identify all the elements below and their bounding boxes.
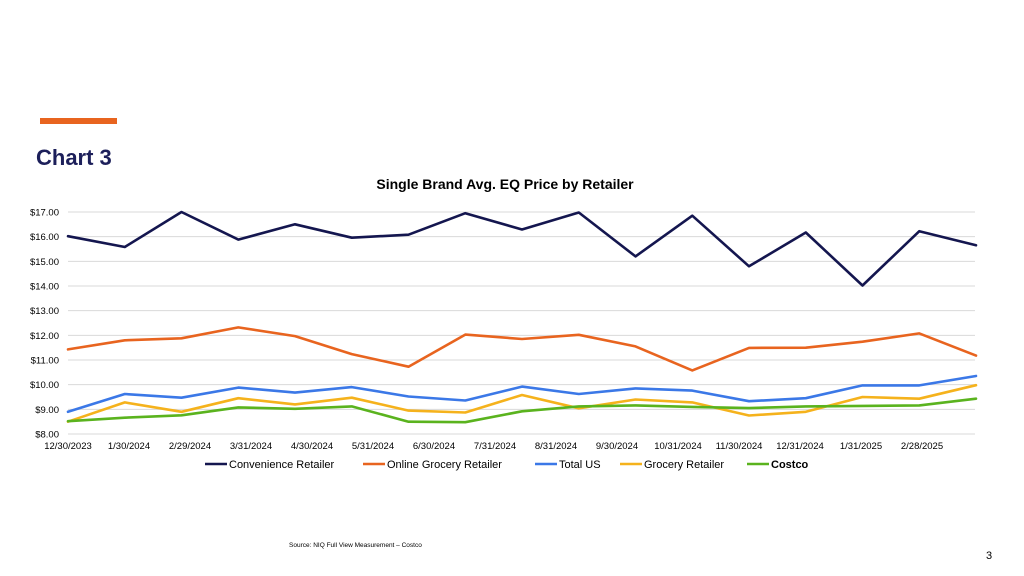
- price-line-chart: Single Brand Avg. EQ Price by Retailer $…: [30, 176, 978, 471]
- y-tick-label: $8.00: [35, 430, 59, 441]
- slide-heading: Chart 3: [36, 145, 112, 170]
- x-axis-ticks: 12/30/2023 1/30/2024 2/29/2024 3/31/2024 4/3…: [44, 441, 943, 452]
- series-line-total-us: [66, 374, 978, 414]
- x-tick-label: 12/30/2023: [44, 441, 92, 452]
- legend-label-costco: Costco: [771, 459, 809, 471]
- y-tick-label: $16.00: [30, 232, 59, 243]
- x-tick-label: 11/30/2024: [716, 441, 763, 452]
- y-tick-label: $13.00: [30, 306, 59, 317]
- y-tick-label: $14.00: [30, 282, 59, 293]
- page-number: 3: [986, 550, 993, 562]
- y-tick-label: $17.00: [30, 208, 59, 219]
- x-tick-label: 3/31/2024: [230, 441, 272, 452]
- x-tick-label: 9/30/2024: [596, 441, 638, 452]
- accent-bar: [40, 118, 117, 124]
- series-line-online-grocery-retailer: [66, 326, 978, 372]
- chart-title: Single Brand Avg. EQ Price by Retailer: [376, 176, 634, 192]
- x-tick-label: 8/31/2024: [535, 441, 577, 452]
- y-tick-label: $15.00: [30, 257, 59, 268]
- y-tick-label: $9.00: [35, 405, 59, 416]
- y-axis-ticks: $8.00 $9.00 $10.00 $11.00 $12.00 $13.00 $14.00…: [30, 208, 59, 441]
- legend-label-grocery-retailer: Grocery Retailer: [644, 459, 724, 471]
- y-tick-label: $10.00: [30, 380, 59, 391]
- x-tick-label: 2/29/2024: [169, 441, 211, 452]
- x-tick-label: 6/30/2024: [413, 441, 455, 452]
- source-note: Source: NIQ Full View Measurement – Cost…: [289, 542, 422, 549]
- legend-label-convenience-retailer: Convenience Retailer: [229, 459, 335, 471]
- x-tick-label: 1/30/2024: [108, 441, 150, 452]
- chart-gridlines: [68, 211, 975, 435]
- chart-series: [66, 210, 978, 424]
- x-tick-label: 12/31/2024: [776, 441, 824, 452]
- x-tick-label: 1/31/2025: [840, 441, 882, 452]
- chart-legend: Convenience Retailer Online Grocery Retai…: [205, 459, 809, 471]
- x-tick-label: 4/30/2024: [291, 441, 333, 452]
- y-tick-label: $12.00: [30, 331, 59, 342]
- legend-label-online-grocery-retailer: Online Grocery Retailer: [387, 459, 502, 471]
- legend-label-total-us: Total US: [559, 459, 601, 471]
- y-tick-label: $11.00: [31, 356, 59, 367]
- series-line-convenience-retailer: [66, 210, 978, 287]
- series-line-costco: [66, 397, 978, 424]
- x-tick-label: 7/31/2024: [474, 441, 516, 452]
- x-tick-label: 2/28/2025: [901, 441, 943, 452]
- x-tick-label: 10/31/2024: [654, 441, 702, 452]
- x-tick-label: 5/31/2024: [352, 441, 394, 452]
